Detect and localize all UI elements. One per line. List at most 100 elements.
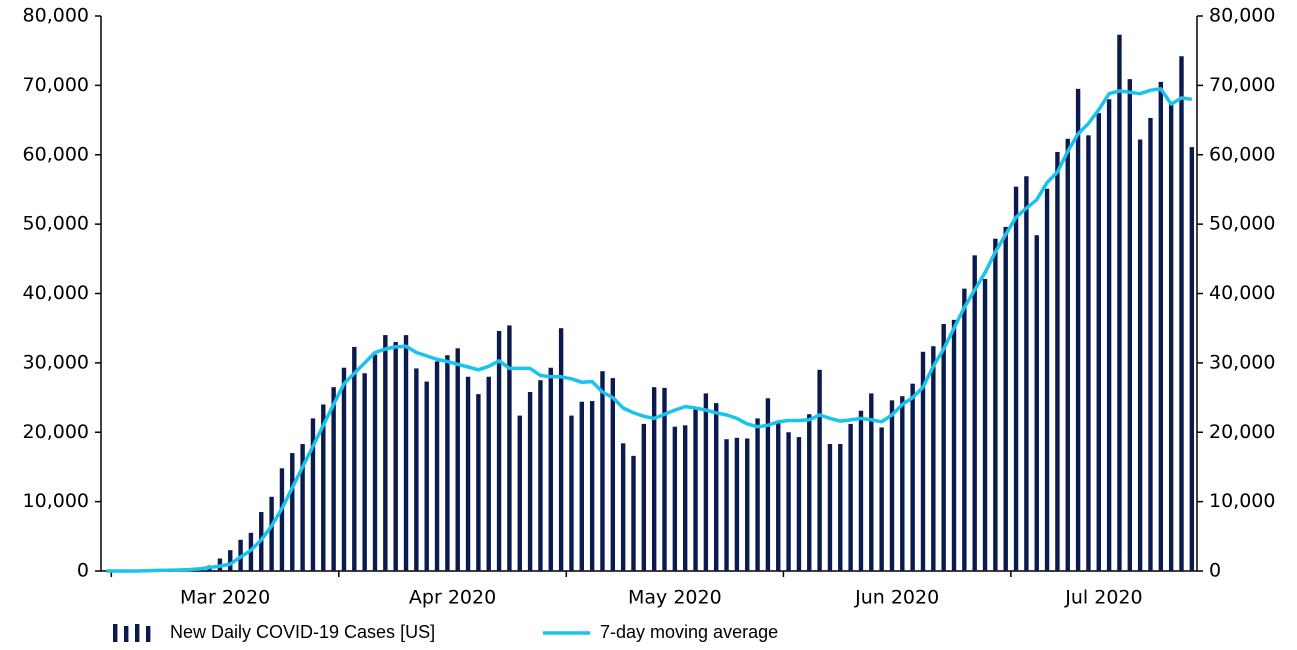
bar <box>1003 226 1008 571</box>
y-tick-label-left: 80,000 <box>23 5 89 27</box>
bar <box>672 426 678 571</box>
bar <box>807 414 812 571</box>
bar <box>910 383 915 571</box>
y-tick-label-right: 80,000 <box>1209 5 1275 27</box>
bar <box>776 421 781 571</box>
bar <box>600 371 605 571</box>
y-tick-label-right: 70,000 <box>1209 74 1275 96</box>
bar <box>641 423 647 571</box>
bar <box>714 403 719 571</box>
bar <box>631 455 636 571</box>
bar <box>920 351 926 571</box>
y-tick-label-left: 40,000 <box>23 282 89 304</box>
legend-swatch <box>146 626 151 642</box>
y-tick-label-right: 10,000 <box>1209 490 1275 512</box>
bar <box>300 444 305 571</box>
bar <box>1158 81 1164 571</box>
legend-label: New Daily COVID-19 Cases [US] <box>170 622 435 642</box>
bar <box>817 369 822 571</box>
bar <box>786 432 791 571</box>
bar <box>331 387 336 571</box>
bar <box>414 368 419 571</box>
x-tick-label: Jun 2020 <box>854 587 939 609</box>
bar <box>972 255 977 571</box>
bar <box>879 427 884 571</box>
y-tick-label-right: 0 <box>1209 560 1221 582</box>
bar <box>1148 117 1153 571</box>
bar <box>1055 151 1060 571</box>
bar <box>310 418 316 571</box>
bar <box>517 415 522 571</box>
legend-swatch <box>113 624 118 642</box>
bar <box>662 387 667 571</box>
x-tick-label: Mar 2020 <box>180 587 270 609</box>
y-tick-label-right: 40,000 <box>1209 282 1275 304</box>
bar <box>838 444 843 571</box>
moving-average-line <box>106 87 1193 573</box>
bar <box>889 400 895 571</box>
bar <box>372 354 378 571</box>
legend-swatch <box>135 624 140 642</box>
bar <box>651 387 657 571</box>
bar <box>962 288 967 571</box>
bar <box>465 376 471 571</box>
bar <box>362 373 367 571</box>
y-tick-label-right: 50,000 <box>1209 213 1275 235</box>
bar <box>321 404 326 571</box>
bar <box>352 346 357 571</box>
x-tick-label: May 2020 <box>628 587 722 609</box>
bar <box>228 550 233 571</box>
bar <box>982 278 988 571</box>
legend-swatch <box>124 626 129 642</box>
bar <box>507 325 512 571</box>
y-tick-label-left: 60,000 <box>23 143 89 165</box>
bar <box>589 401 595 571</box>
bar <box>434 361 440 571</box>
bar <box>827 444 833 571</box>
bar <box>1034 235 1039 571</box>
y-tick-label-right: 30,000 <box>1209 351 1275 373</box>
bar <box>538 380 543 571</box>
bar <box>620 443 626 571</box>
bar <box>734 437 740 571</box>
y-tick-label-left: 0 <box>77 560 89 582</box>
bar <box>383 335 388 571</box>
bar <box>900 396 905 571</box>
bar <box>796 437 802 571</box>
x-tick-label: Apr 2020 <box>409 587 496 609</box>
bar <box>1024 176 1029 571</box>
y-tick-label-left: 70,000 <box>23 74 89 96</box>
bar <box>569 415 574 571</box>
legend-label: 7-day moving average <box>600 622 778 642</box>
bar <box>858 410 864 571</box>
y-tick-label-right: 20,000 <box>1209 421 1275 443</box>
bar <box>993 238 998 571</box>
bar <box>1096 113 1101 571</box>
bar <box>745 438 750 571</box>
bar <box>403 335 409 571</box>
bar <box>1013 186 1019 571</box>
bar <box>476 394 481 571</box>
bar <box>869 393 874 571</box>
bar <box>1168 102 1174 571</box>
bar <box>1117 34 1122 571</box>
bar <box>445 355 450 571</box>
bar <box>341 367 347 571</box>
bar <box>393 342 398 571</box>
bar <box>455 348 460 571</box>
bar <box>1179 56 1184 572</box>
bar <box>703 393 709 571</box>
bar <box>1065 138 1070 571</box>
bar <box>693 406 698 571</box>
bar <box>1137 139 1143 572</box>
bar <box>1075 88 1081 571</box>
bar <box>941 324 946 571</box>
bar <box>1189 147 1195 571</box>
bar <box>279 468 285 571</box>
bar <box>496 330 502 571</box>
bar <box>765 398 771 571</box>
bar <box>486 376 491 571</box>
bar <box>548 367 553 571</box>
